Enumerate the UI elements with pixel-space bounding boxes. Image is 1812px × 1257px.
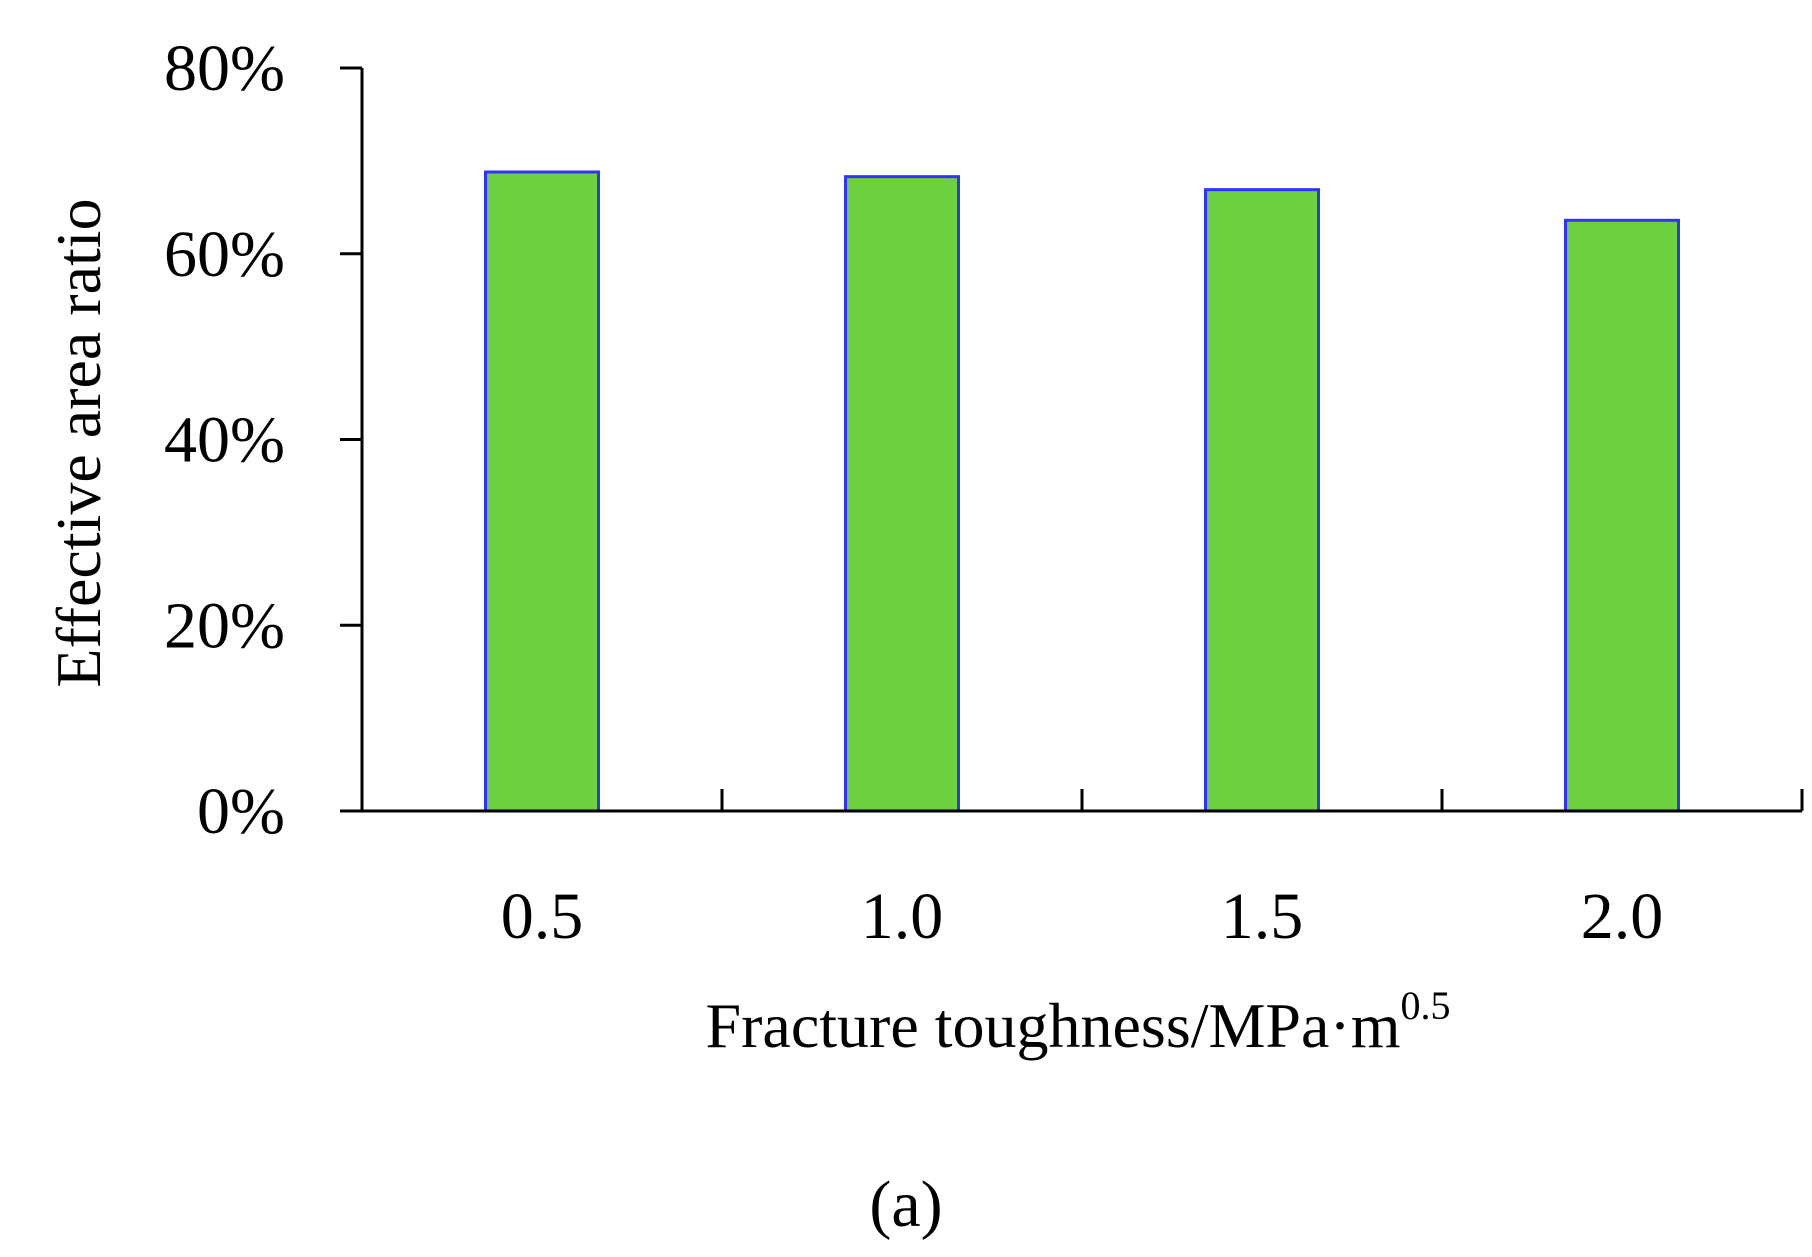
y-ticks-group: 0% 20% 40% 60% 80% <box>164 32 362 848</box>
bar-1.5 <box>1204 188 1320 813</box>
panel-label: (a) <box>869 1168 942 1241</box>
x-axis-title-main: Fracture toughness/MPa·m <box>706 990 1401 1061</box>
bars-group <box>484 170 1680 813</box>
y-tick-label: 20% <box>164 589 285 662</box>
y-axis-title: Effective area ratio <box>43 198 114 687</box>
bar-1.0 <box>844 175 960 813</box>
x-axis-title: Fracture toughness/MPa·m0.5 <box>706 983 1451 1061</box>
bar-0.5 <box>484 170 600 813</box>
x-tick-label: 0.5 <box>501 880 584 953</box>
x-tick-label: 2.0 <box>1581 880 1664 953</box>
y-tick-label: 40% <box>164 404 285 477</box>
x-tick-label: 1.5 <box>1221 880 1304 953</box>
x-ticks-group: 0.5 1.0 1.5 2.0 <box>501 789 1804 953</box>
x-axis-title-superscript: 0.5 <box>1401 983 1451 1028</box>
y-tick-label: 80% <box>164 32 285 105</box>
bar-2.0 <box>1564 218 1680 813</box>
x-tick-label: 1.0 <box>861 880 944 953</box>
y-tick-label: 0% <box>197 775 285 848</box>
y-tick-label: 60% <box>164 218 285 291</box>
